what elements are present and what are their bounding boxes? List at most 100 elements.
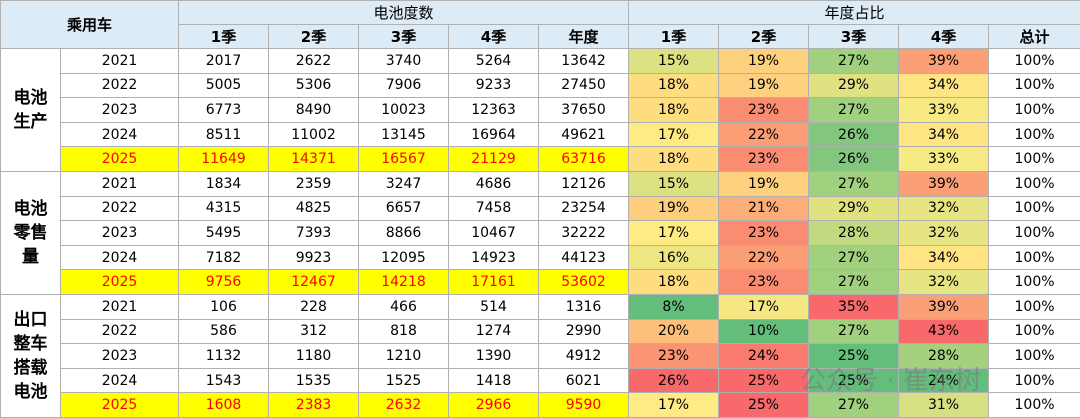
share-cell: 100% (988, 367, 1080, 394)
value-cell: 5005 (178, 72, 270, 99)
share-cell: 32% (898, 220, 990, 246)
share-cell: 23% (718, 146, 810, 172)
share-cell: 23% (718, 97, 810, 123)
year-cell: 2023 (59, 97, 180, 123)
value-cell: 1210 (358, 343, 450, 369)
value-cell: 7182 (178, 244, 270, 271)
share-cell: 100% (988, 293, 1080, 320)
share-cell: 10% (718, 318, 810, 345)
value-cell: 2622 (268, 48, 360, 74)
value-cell: 1525 (358, 367, 450, 394)
share-cell: 8% (628, 293, 720, 320)
share-cell: 33% (898, 97, 990, 123)
data-row: 2024 1543 1535 1525 1418 6021 26% 25% 25% 24% 100% (1, 367, 1080, 394)
share-cell: 24% (718, 343, 810, 369)
column-header: 年度 (538, 24, 630, 49)
column-header: 4季 (898, 24, 990, 49)
value-cell: 6773 (178, 97, 270, 123)
share-cell: 19% (718, 72, 810, 99)
share-cell: 39% (898, 293, 990, 320)
year-cell: 2025 (59, 392, 180, 418)
share-cell: 28% (898, 343, 990, 369)
watermark: 公众号 · 崔东树 (800, 366, 981, 396)
value-cell: 228 (268, 293, 360, 320)
year-cell: 2022 (59, 195, 180, 222)
value-cell: 10467 (448, 220, 540, 246)
share-cell: 23% (718, 269, 810, 295)
share-cell: 18% (628, 97, 720, 123)
value-cell: 3247 (358, 170, 450, 197)
share-cell: 100% (988, 392, 1080, 418)
section-label: 出口 整车 搭载 电池 (0, 293, 61, 418)
year-cell: 2024 (59, 244, 180, 271)
column-header: 3季 (808, 24, 900, 49)
share-cell: 100% (988, 195, 1080, 222)
share-cell: 29% (808, 195, 900, 222)
section-label: 电池 生产 (0, 48, 61, 172)
share-cell: 100% (988, 146, 1080, 172)
share-cell: 29% (808, 72, 900, 99)
data-row: 2022 5005 5306 7906 9233 27450 18% 19% 29% 34% 100… (1, 72, 1080, 99)
share-cell: 100% (988, 318, 1080, 345)
data-row: 2025 11649 14371 16567 21129 63716 18% 23% 26% 33… (1, 146, 1080, 172)
year-cell: 2025 (59, 146, 180, 172)
value-cell: 12467 (268, 269, 360, 295)
share-cell: 39% (898, 48, 990, 74)
value-cell: 818 (358, 318, 450, 345)
value-cell: 1316 (538, 293, 630, 320)
value-cell: 9590 (538, 392, 630, 418)
share-cell: 25% (718, 367, 810, 394)
share-cell: 21% (718, 195, 810, 222)
share-cell: 100% (988, 170, 1080, 197)
value-cell: 27450 (538, 72, 630, 99)
value-cell: 5306 (268, 72, 360, 99)
value-cell: 16567 (358, 146, 450, 172)
data-row: 电池 零售量 2021 1834 2359 3247 4686 12126 15% 19% 27% 3… (0, 170, 1080, 295)
year-cell: 2023 (59, 220, 180, 246)
share-cell: 27% (808, 48, 900, 74)
share-cell: 27% (808, 244, 900, 271)
value-cell: 1418 (448, 367, 540, 394)
share-cell: 100% (988, 48, 1080, 74)
value-cell: 6021 (538, 367, 630, 394)
share-cell: 20% (628, 318, 720, 345)
data-row: 2024 8511 11002 13145 16964 49621 17% 22% 26% 34%… (1, 121, 1080, 148)
value-cell: 1390 (448, 343, 540, 369)
share-cell: 100% (988, 343, 1080, 369)
section-label-line: 整车 (13, 333, 48, 354)
section-label-line: 搭载 (13, 357, 48, 378)
value-cell: 17161 (448, 269, 540, 295)
column-header: 1季 (628, 24, 720, 49)
value-cell: 9233 (448, 72, 540, 99)
share-cell: 26% (628, 367, 720, 394)
section-label-line: 零售 (13, 222, 48, 243)
value-cell: 1543 (178, 367, 270, 394)
share-cell: 17% (628, 220, 720, 246)
column-header: 2季 (718, 24, 810, 49)
data-row: 电池 生产 2021 2017 2622 3740 5264 13642 15% 19% 27% 39… (0, 48, 1080, 172)
share-cell: 26% (808, 121, 900, 148)
year-cell: 2025 (59, 269, 180, 295)
value-cell: 2017 (178, 48, 270, 74)
group-header: 电池度数 (178, 0, 630, 25)
value-cell: 6657 (358, 195, 450, 222)
value-cell: 5264 (448, 48, 540, 74)
share-cell: 27% (808, 97, 900, 123)
value-cell: 2990 (538, 318, 630, 345)
year-cell: 2021 (59, 170, 180, 197)
data-row: 2023 6773 8490 10023 12363 37650 18% 23% 27% 33% 1… (1, 97, 1080, 123)
value-cell: 8866 (358, 220, 450, 246)
value-cell: 1608 (178, 392, 270, 418)
share-cell: 27% (808, 170, 900, 197)
value-cell: 7393 (268, 220, 360, 246)
value-cell: 312 (268, 318, 360, 345)
share-cell: 100% (988, 121, 1080, 148)
section-label-line: 生产 (13, 111, 48, 132)
value-cell: 2383 (268, 392, 360, 418)
share-cell: 24% (898, 367, 990, 394)
share-cell: 18% (628, 269, 720, 295)
share-cell: 17% (628, 392, 720, 418)
share-cell: 26% (808, 146, 900, 172)
share-cell: 15% (628, 170, 720, 197)
